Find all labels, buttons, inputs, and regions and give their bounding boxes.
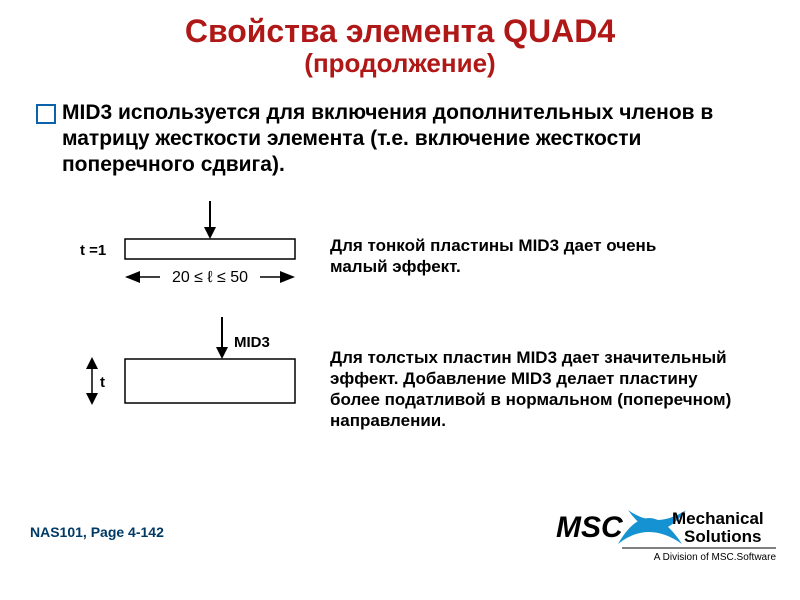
thin-range-label: 20 ≤ ℓ ≤ 50 xyxy=(172,269,248,286)
logo-line1: Mechanical xyxy=(672,509,764,528)
title-main: Свойства элемента QUAD4 xyxy=(30,14,770,49)
bullet-icon xyxy=(36,104,56,124)
thin-t-label: t =1 xyxy=(80,242,106,259)
logo-svg: MSC Mechanical Solutions A Division of M… xyxy=(556,504,776,566)
thick-t-label: t xyxy=(100,374,105,391)
slide: Свойства элемента QUAD4 (продолжение) MI… xyxy=(0,0,800,600)
title-sub: (продолжение) xyxy=(30,49,770,78)
diagrams-svg: t =1 20 ≤ ℓ ≤ 50 MID3 t xyxy=(30,197,350,497)
logo-msc: MSC xyxy=(556,511,624,544)
footer-page: NAS101, Page 4-142 xyxy=(30,524,164,540)
logo: MSC Mechanical Solutions A Division of M… xyxy=(556,504,776,566)
logo-sub: A Division of MSC.Software xyxy=(654,552,776,563)
thin-note: Для тонкой пластины MID3 дает очень малы… xyxy=(330,235,710,278)
logo-line2: Solutions xyxy=(684,527,761,546)
thick-note: Для толстых пластин MID3 дает значительн… xyxy=(330,347,750,432)
diagram-area: t =1 20 ≤ ℓ ≤ 50 MID3 t Для тонкой пласт… xyxy=(30,197,770,497)
thick-mid3-label: MID3 xyxy=(234,334,270,351)
bullet-text: MID3 используется для включения дополнит… xyxy=(62,100,764,179)
bullet-item: MID3 используется для включения дополнит… xyxy=(30,100,770,179)
slide-title: Свойства элемента QUAD4 (продолжение) xyxy=(30,14,770,78)
